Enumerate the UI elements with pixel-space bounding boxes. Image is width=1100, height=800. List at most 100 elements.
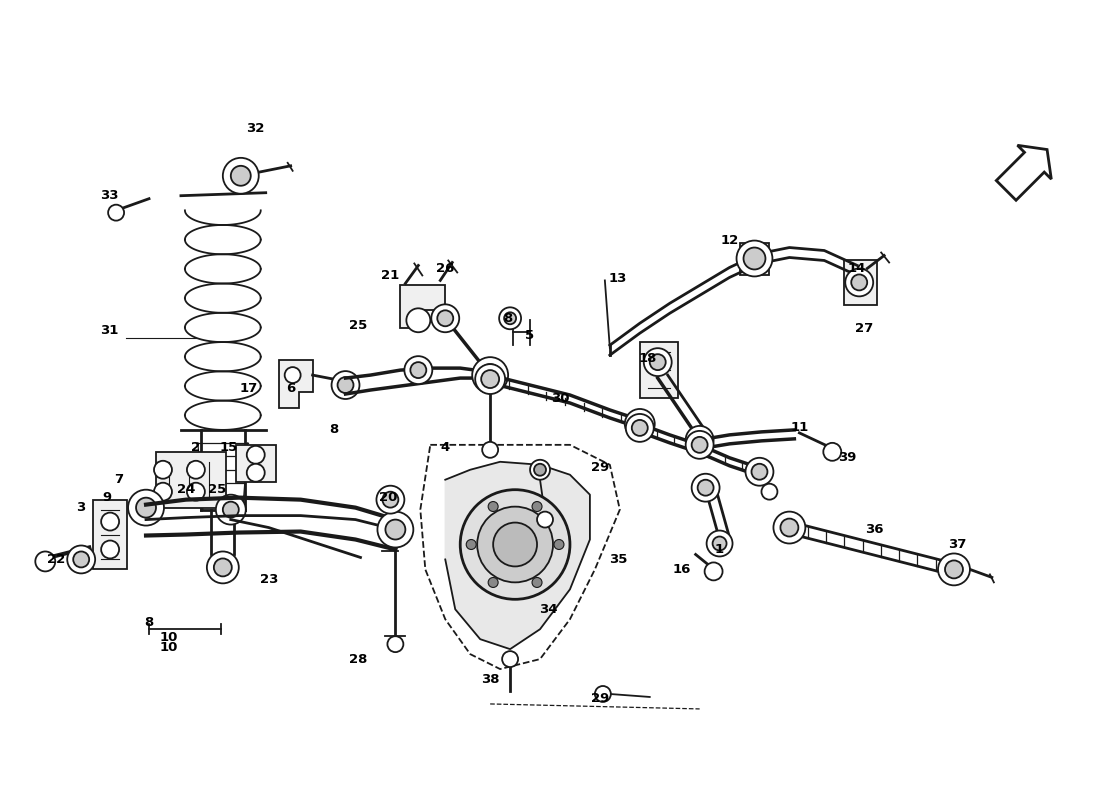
- Circle shape: [213, 558, 232, 576]
- Text: 34: 34: [539, 602, 558, 616]
- Text: 1: 1: [715, 543, 724, 556]
- Text: 8: 8: [329, 423, 338, 436]
- Text: 7: 7: [114, 474, 123, 486]
- Text: 23: 23: [260, 573, 278, 586]
- Circle shape: [631, 420, 648, 436]
- Polygon shape: [400, 286, 446, 328]
- Circle shape: [595, 686, 610, 702]
- Circle shape: [136, 498, 156, 518]
- Text: 38: 38: [481, 673, 499, 686]
- Circle shape: [625, 409, 654, 439]
- Circle shape: [187, 461, 205, 478]
- Text: 10: 10: [160, 641, 178, 654]
- Circle shape: [128, 490, 164, 526]
- Circle shape: [67, 546, 96, 574]
- Text: 32: 32: [246, 122, 265, 135]
- Circle shape: [851, 274, 867, 290]
- Circle shape: [945, 561, 962, 578]
- Circle shape: [108, 205, 124, 221]
- Text: 12: 12: [720, 234, 739, 247]
- Circle shape: [376, 486, 405, 514]
- Circle shape: [481, 370, 499, 388]
- Text: 26: 26: [436, 262, 454, 275]
- Text: 17: 17: [240, 382, 257, 394]
- Polygon shape: [235, 445, 276, 482]
- Circle shape: [246, 464, 265, 482]
- Text: 4: 4: [441, 442, 450, 454]
- Circle shape: [406, 308, 430, 332]
- Circle shape: [216, 494, 245, 525]
- Text: 8: 8: [144, 616, 154, 629]
- Text: 33: 33: [100, 190, 119, 202]
- Circle shape: [35, 551, 55, 571]
- Circle shape: [780, 518, 799, 537]
- Circle shape: [482, 442, 498, 458]
- Circle shape: [438, 310, 453, 326]
- Circle shape: [705, 562, 723, 580]
- Circle shape: [685, 426, 714, 454]
- Text: 9: 9: [102, 491, 112, 504]
- Text: 13: 13: [608, 272, 627, 285]
- Circle shape: [187, 482, 205, 501]
- Text: 36: 36: [865, 523, 883, 536]
- Text: 37: 37: [948, 538, 966, 551]
- Circle shape: [488, 502, 498, 511]
- Circle shape: [101, 513, 119, 530]
- Circle shape: [626, 414, 653, 442]
- Text: 29: 29: [591, 693, 609, 706]
- Circle shape: [387, 636, 404, 652]
- Circle shape: [706, 530, 733, 557]
- Polygon shape: [845, 261, 877, 306]
- Text: 22: 22: [47, 553, 65, 566]
- Text: 2: 2: [191, 442, 200, 454]
- Text: 28: 28: [350, 653, 367, 666]
- Circle shape: [697, 480, 714, 496]
- Circle shape: [532, 502, 542, 511]
- Circle shape: [773, 512, 805, 543]
- Circle shape: [338, 377, 353, 393]
- Circle shape: [377, 512, 414, 547]
- Circle shape: [466, 539, 476, 550]
- Polygon shape: [739, 242, 769, 275]
- Circle shape: [692, 437, 707, 453]
- Text: 5: 5: [526, 329, 535, 342]
- Circle shape: [223, 502, 239, 518]
- Circle shape: [737, 241, 772, 277]
- Text: 39: 39: [838, 451, 857, 464]
- Circle shape: [746, 458, 773, 486]
- Circle shape: [502, 651, 518, 667]
- Polygon shape: [278, 360, 312, 408]
- Circle shape: [713, 537, 727, 550]
- Circle shape: [650, 354, 666, 370]
- Circle shape: [751, 464, 768, 480]
- Text: 29: 29: [591, 462, 609, 474]
- Circle shape: [475, 364, 505, 394]
- Circle shape: [331, 371, 360, 399]
- Text: 25: 25: [350, 318, 367, 332]
- Text: 18: 18: [639, 352, 657, 365]
- Text: 20: 20: [379, 491, 397, 504]
- Circle shape: [74, 551, 89, 567]
- Circle shape: [685, 431, 714, 458]
- Text: 24: 24: [177, 483, 195, 496]
- Text: 15: 15: [220, 442, 238, 454]
- Text: 25: 25: [208, 483, 226, 496]
- Circle shape: [460, 490, 570, 599]
- Polygon shape: [94, 500, 128, 570]
- Circle shape: [385, 519, 406, 539]
- Polygon shape: [997, 146, 1052, 200]
- Text: 30: 30: [551, 391, 569, 405]
- Circle shape: [692, 432, 707, 448]
- Circle shape: [499, 307, 521, 330]
- Circle shape: [246, 446, 265, 464]
- Circle shape: [477, 506, 553, 582]
- Circle shape: [493, 522, 537, 566]
- Polygon shape: [156, 452, 226, 508]
- Text: 6: 6: [286, 382, 295, 394]
- Circle shape: [431, 304, 459, 332]
- Circle shape: [630, 415, 649, 433]
- Circle shape: [383, 492, 398, 508]
- Circle shape: [554, 539, 564, 550]
- Circle shape: [405, 356, 432, 384]
- Text: 3: 3: [77, 501, 86, 514]
